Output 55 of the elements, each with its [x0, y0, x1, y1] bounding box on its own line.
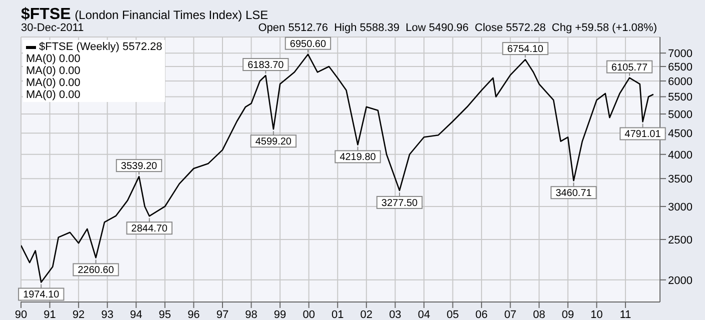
annotation: MA(0) 0.00 — [26, 53, 82, 65]
chart-title: $FTSE — [21, 6, 71, 23]
x-tick-label: 97 — [216, 308, 229, 320]
x-tick-label: 10 — [590, 308, 603, 320]
x-tick-label: 04 — [418, 308, 430, 320]
annotation: MA(0) 0.00 — [26, 77, 82, 89]
data-label: 4599.20 — [255, 136, 292, 148]
y-tick-label: 7000 — [668, 48, 692, 60]
y-tick-label: 3000 — [668, 201, 692, 214]
x-tick-label: 07 — [504, 308, 516, 320]
y-tick-label: 2500 — [668, 234, 692, 246]
data-label: 1974.10 — [23, 290, 60, 301]
x-tick-label: 11 — [620, 308, 632, 320]
y-tick-label: 4000 — [668, 149, 692, 162]
data-label: 2260.60 — [78, 265, 114, 276]
data-label: 6183.70 — [248, 60, 284, 72]
x-tick-label: 05 — [446, 308, 459, 320]
x-tick-label: 99 — [274, 308, 286, 320]
y-tick-label: 4500 — [668, 128, 692, 140]
data-label: 3539.20 — [120, 161, 158, 172]
legend-label: $FTSE (Weekly) 5572.28 — [38, 41, 162, 53]
text: 30-Dec-2011 — [21, 22, 84, 34]
x-tick-label: 00 — [302, 308, 315, 320]
y-tick-label: 5500 — [668, 92, 692, 104]
data-label: 3460.71 — [556, 188, 592, 200]
data-label: 4791.01 — [624, 129, 662, 140]
data-label: 4219.80 — [340, 152, 376, 164]
y-tick-label: 3500 — [668, 173, 692, 186]
chart-subtitle: (London Financial Times Index) LSE — [74, 8, 268, 22]
x-tick-label: 93 — [101, 308, 114, 320]
data-label: 3277.50 — [381, 198, 418, 209]
x-tick-label: 91 — [44, 308, 56, 320]
data-label: 6754.10 — [507, 44, 544, 56]
x-tick-label: 09 — [562, 308, 574, 320]
x-tick-label: 03 — [389, 308, 402, 320]
x-tick-label: 01 — [331, 308, 344, 320]
x-tick-label: 08 — [532, 308, 546, 320]
x-tick-label: 92 — [72, 308, 85, 320]
data-label: 2844.70 — [131, 224, 168, 235]
x-tick-label: 98 — [245, 308, 258, 320]
text: Open 5512.76 High 5588.39 Low 5490.96 Close 5572.28 Chg +59.58 (+1.08%) — [258, 22, 657, 34]
y-tick-label: 6000 — [668, 76, 692, 88]
annotation: MA(0) 0.00 — [26, 89, 82, 101]
x-tick-label: 06 — [475, 308, 488, 320]
x-tick-label: 95 — [158, 308, 172, 320]
x-tick-label: 96 — [188, 308, 200, 320]
data-label: 6950.60 — [290, 38, 326, 50]
y-tick-label: 5000 — [668, 108, 692, 121]
x-tick-label: 94 — [130, 308, 142, 320]
data-label: 6105.77 — [611, 62, 648, 74]
x-tick-label: 02 — [360, 308, 373, 320]
y-tick-label: 6500 — [668, 61, 692, 74]
x-tick-label: 90 — [14, 308, 28, 320]
annotation: MA(0) 0.00 — [26, 65, 82, 77]
y-tick-label: 2000 — [668, 274, 692, 287]
